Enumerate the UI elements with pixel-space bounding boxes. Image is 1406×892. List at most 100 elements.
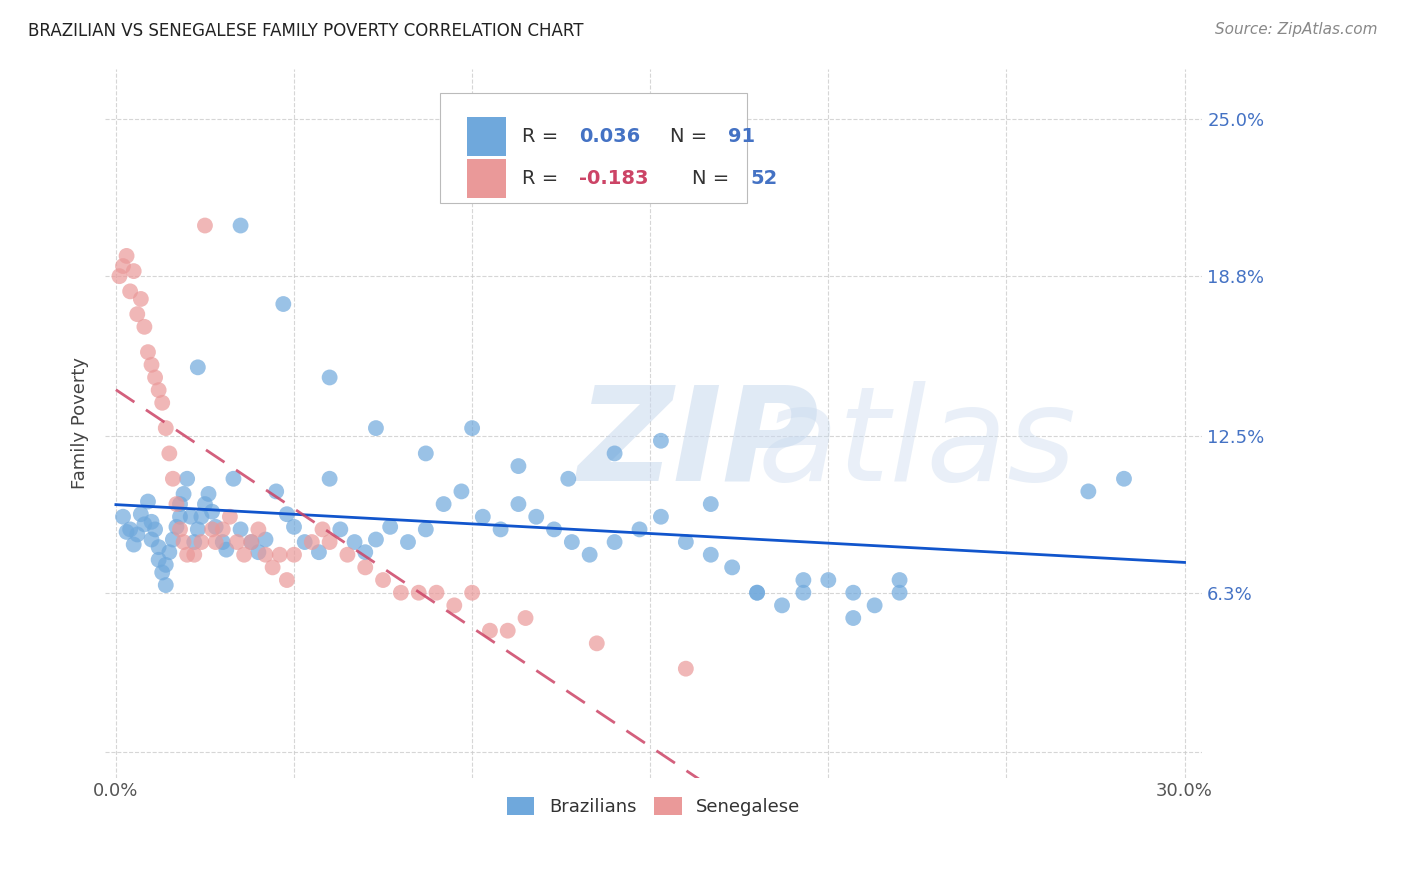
Point xyxy=(461,585,484,599)
Point xyxy=(354,560,377,574)
Point xyxy=(143,370,166,384)
Point xyxy=(889,585,911,599)
Point xyxy=(415,446,437,460)
Point xyxy=(254,548,277,562)
Point xyxy=(166,520,188,534)
Point xyxy=(329,522,352,536)
Point xyxy=(173,535,195,549)
Point xyxy=(364,421,387,435)
FancyBboxPatch shape xyxy=(440,94,747,203)
Text: R =: R = xyxy=(522,169,565,188)
Point xyxy=(276,573,298,587)
Point xyxy=(150,566,173,580)
Point xyxy=(450,484,472,499)
Point xyxy=(524,509,547,524)
Point xyxy=(136,345,159,359)
Y-axis label: Family Poverty: Family Poverty xyxy=(72,357,89,489)
Point xyxy=(115,524,138,539)
Point xyxy=(155,578,177,592)
Text: ZIP: ZIP xyxy=(576,381,818,508)
Point xyxy=(169,497,191,511)
Point xyxy=(721,560,744,574)
Point xyxy=(108,269,131,284)
Point xyxy=(508,497,530,511)
Text: atlas: atlas xyxy=(758,381,1077,508)
Point xyxy=(148,553,170,567)
FancyBboxPatch shape xyxy=(467,160,506,198)
Point xyxy=(628,522,651,536)
Point xyxy=(380,520,402,534)
Point xyxy=(176,472,198,486)
Point xyxy=(396,535,419,549)
Point xyxy=(318,370,340,384)
Point xyxy=(134,517,156,532)
Point xyxy=(461,421,484,435)
Point xyxy=(371,573,394,587)
Point xyxy=(364,533,387,547)
Text: BRAZILIAN VS SENEGALESE FAMILY POVERTY CORRELATION CHART: BRAZILIAN VS SENEGALESE FAMILY POVERTY C… xyxy=(28,22,583,40)
Point xyxy=(187,522,209,536)
Point xyxy=(155,421,177,435)
Point xyxy=(311,522,333,536)
Point xyxy=(148,383,170,397)
Point xyxy=(194,497,217,511)
Point xyxy=(233,548,256,562)
FancyBboxPatch shape xyxy=(467,118,506,156)
Point xyxy=(496,624,519,638)
Point xyxy=(700,497,723,511)
Point xyxy=(508,459,530,474)
Point xyxy=(273,297,295,311)
Point xyxy=(201,522,224,536)
Point xyxy=(141,533,163,547)
Point xyxy=(127,307,149,321)
Text: Source: ZipAtlas.com: Source: ZipAtlas.com xyxy=(1215,22,1378,37)
Point xyxy=(134,319,156,334)
Point xyxy=(578,548,600,562)
Point xyxy=(222,472,245,486)
Point xyxy=(162,533,184,547)
Point xyxy=(157,545,180,559)
Point xyxy=(792,573,814,587)
Point xyxy=(111,259,134,273)
Point xyxy=(650,509,672,524)
Point xyxy=(408,585,430,599)
Point xyxy=(336,548,359,562)
Point xyxy=(226,535,249,549)
Point xyxy=(111,509,134,524)
Point xyxy=(190,535,212,549)
Point xyxy=(229,219,252,233)
Point xyxy=(264,484,287,499)
Text: 52: 52 xyxy=(751,169,778,188)
Point xyxy=(247,522,270,536)
Point xyxy=(141,515,163,529)
Point xyxy=(180,509,202,524)
Point xyxy=(169,509,191,524)
Point xyxy=(169,522,191,536)
Point xyxy=(585,636,607,650)
Point xyxy=(120,285,142,299)
Point xyxy=(157,446,180,460)
Point xyxy=(127,527,149,541)
Text: N =: N = xyxy=(671,128,714,146)
Point xyxy=(166,497,188,511)
Point xyxy=(211,535,233,549)
Point xyxy=(389,585,412,599)
Point xyxy=(817,573,839,587)
Point xyxy=(173,487,195,501)
Point xyxy=(129,507,152,521)
Point xyxy=(240,535,263,549)
Point xyxy=(1112,472,1135,486)
Point xyxy=(675,662,697,676)
Point xyxy=(543,522,565,536)
Point xyxy=(122,538,145,552)
Point xyxy=(269,548,291,562)
Point xyxy=(301,535,323,549)
Point xyxy=(183,535,205,549)
Text: 91: 91 xyxy=(728,128,755,146)
Point xyxy=(283,520,305,534)
Point xyxy=(129,292,152,306)
Point xyxy=(889,573,911,587)
Point xyxy=(183,548,205,562)
Point xyxy=(276,507,298,521)
Point xyxy=(240,535,263,549)
